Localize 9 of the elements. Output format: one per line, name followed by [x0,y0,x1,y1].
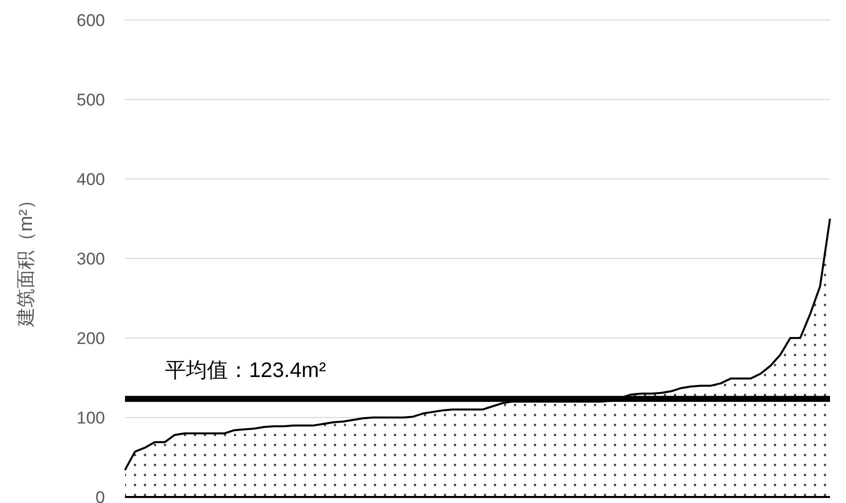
ref-line-label: 平均值：123.4m² [165,358,326,382]
y-tick-label: 300 [76,250,105,268]
y-tick-label: 400 [76,170,105,189]
y-tick-label: 500 [76,90,105,110]
y-tick-label: 100 [76,408,105,428]
y-tick-label: 200 [76,329,105,348]
y-axis-title: 建筑面积（m²） [16,190,37,328]
y-tick-label: 0 [96,488,105,503]
y-tick-label: 600 [76,11,105,30]
